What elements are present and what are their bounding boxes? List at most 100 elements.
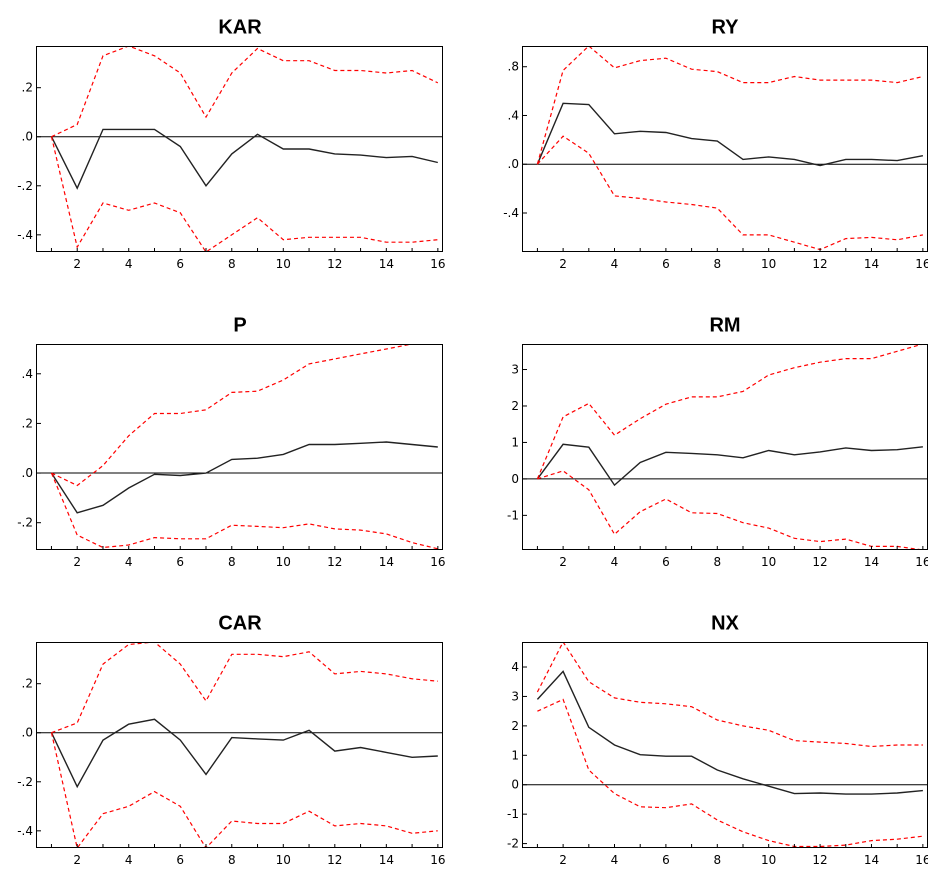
x-tick-label: 4 bbox=[611, 555, 619, 569]
x-tick-label: 14 bbox=[864, 257, 879, 271]
x-tick-label: 14 bbox=[379, 257, 394, 271]
x-tick-label: 2 bbox=[559, 853, 567, 867]
plot-frame bbox=[522, 46, 928, 252]
x-tick-label: 8 bbox=[228, 853, 236, 867]
panel-title: NX bbox=[711, 612, 739, 634]
response-line bbox=[536, 443, 923, 487]
x-tick-label: 8 bbox=[713, 555, 721, 569]
x-tick-label: 10 bbox=[276, 555, 291, 569]
x-tick-label: 14 bbox=[864, 853, 879, 867]
y-tick-label: .8 bbox=[508, 60, 519, 74]
panel-car: CAR .2 .0 -.2 -.4 2 4 6 8 10 12 14 16 bbox=[17, 612, 445, 867]
y-tick-label: .0 bbox=[22, 726, 33, 740]
x-tick-label: 6 bbox=[176, 555, 184, 569]
y-tick-label: 0 bbox=[511, 472, 519, 486]
y-tick-label: -.4 bbox=[17, 228, 33, 242]
x-tick-label: 10 bbox=[276, 257, 291, 271]
y-tick-label: 2 bbox=[511, 399, 519, 413]
y-tick-label: -1 bbox=[507, 508, 519, 522]
lower-band-line bbox=[50, 472, 438, 550]
x-tick-label: 14 bbox=[379, 555, 394, 569]
x-tick-label: 16 bbox=[430, 853, 445, 867]
x-tick-label: 12 bbox=[327, 257, 342, 271]
upper-band-line bbox=[51, 46, 439, 138]
x-tick-label: 16 bbox=[430, 555, 445, 569]
y-tick-label: .0 bbox=[508, 157, 519, 171]
lower-band-line bbox=[50, 136, 438, 252]
plot-frame bbox=[36, 344, 443, 550]
response-line bbox=[50, 128, 438, 190]
y-tick-label: 3 bbox=[511, 689, 519, 703]
x-tick-label: 2 bbox=[73, 853, 81, 867]
upper-band-line bbox=[536, 46, 924, 165]
x-tick-label: 6 bbox=[662, 257, 670, 271]
x-tick-label: 4 bbox=[125, 555, 133, 569]
upper-band-line bbox=[51, 642, 438, 734]
panel-title: P bbox=[233, 314, 246, 336]
lower-band-line bbox=[536, 135, 924, 251]
x-tick-label: 6 bbox=[176, 257, 184, 271]
y-tick-label: -1 bbox=[507, 807, 519, 821]
x-tick-label: 10 bbox=[276, 853, 291, 867]
x-tick-label: 2 bbox=[73, 257, 81, 271]
x-tick-label: 2 bbox=[73, 555, 81, 569]
response-line bbox=[536, 670, 923, 795]
y-tick-label: 4 bbox=[511, 660, 519, 674]
y-tick-label: .4 bbox=[22, 367, 33, 381]
y-tick-label: -.2 bbox=[17, 179, 33, 193]
y-tick-label: .2 bbox=[22, 81, 33, 95]
x-tick-label: 16 bbox=[915, 555, 928, 569]
x-tick-label: 4 bbox=[125, 853, 133, 867]
y-tick-label: -.4 bbox=[503, 206, 519, 220]
x-tick-label: 6 bbox=[662, 853, 670, 867]
y-tick-label: .2 bbox=[22, 677, 33, 691]
panel-p: P .4 .2 .0 -.2 2 4 6 8 10 12 14 16 bbox=[17, 314, 445, 569]
panel-title: CAR bbox=[218, 612, 262, 634]
y-tick-label: -.4 bbox=[17, 824, 33, 838]
x-tick-label: 8 bbox=[713, 257, 721, 271]
y-tick-label: 2 bbox=[511, 719, 519, 733]
y-tick-label: -2 bbox=[507, 837, 519, 851]
lower-band-line bbox=[50, 732, 438, 848]
x-tick-label: 2 bbox=[559, 257, 567, 271]
x-tick-label: 2 bbox=[559, 555, 567, 569]
x-tick-label: 14 bbox=[379, 853, 394, 867]
panel-title: KAR bbox=[218, 16, 262, 38]
lower-band-line bbox=[537, 698, 923, 848]
y-tick-label: 3 bbox=[511, 363, 519, 377]
x-tick-label: 8 bbox=[228, 257, 236, 271]
y-tick-label: .0 bbox=[22, 466, 33, 480]
plot-frame bbox=[36, 46, 443, 252]
x-tick-label: 4 bbox=[125, 257, 133, 271]
response-line bbox=[536, 102, 924, 167]
panel-kar: KAR .2 .0 -.2 -.4 2 4 6 8 10 12 14 16 bbox=[17, 16, 445, 271]
x-tick-label: 8 bbox=[713, 853, 721, 867]
x-tick-label: 6 bbox=[176, 853, 184, 867]
x-tick-label: 10 bbox=[761, 555, 776, 569]
x-tick-label: 4 bbox=[611, 853, 619, 867]
x-tick-label: 4 bbox=[611, 257, 619, 271]
x-tick-label: 8 bbox=[228, 555, 236, 569]
x-tick-label: 14 bbox=[864, 555, 879, 569]
panel-ry: RY .8 .4 .0 -.4 2 4 6 8 10 12 14 16 bbox=[503, 16, 928, 271]
x-tick-label: 12 bbox=[327, 555, 342, 569]
y-tick-label: .4 bbox=[508, 108, 519, 122]
x-tick-label: 12 bbox=[812, 853, 827, 867]
plot-frame bbox=[36, 642, 443, 848]
upper-band-line bbox=[536, 642, 923, 748]
x-tick-label: 12 bbox=[812, 555, 827, 569]
x-tick-label: 16 bbox=[915, 257, 928, 271]
response-line bbox=[50, 441, 438, 514]
y-tick-label: 0 bbox=[511, 778, 519, 792]
x-tick-label: 10 bbox=[761, 257, 776, 271]
x-tick-label: 10 bbox=[761, 853, 776, 867]
x-tick-label: 16 bbox=[915, 853, 928, 867]
upper-band-line bbox=[536, 344, 924, 480]
x-tick-label: 12 bbox=[812, 257, 827, 271]
y-tick-label: .2 bbox=[22, 416, 33, 430]
y-tick-label: -.2 bbox=[17, 516, 33, 530]
panel-title: RM bbox=[709, 314, 740, 336]
y-tick-label: 1 bbox=[511, 435, 519, 449]
response-line bbox=[50, 718, 438, 789]
